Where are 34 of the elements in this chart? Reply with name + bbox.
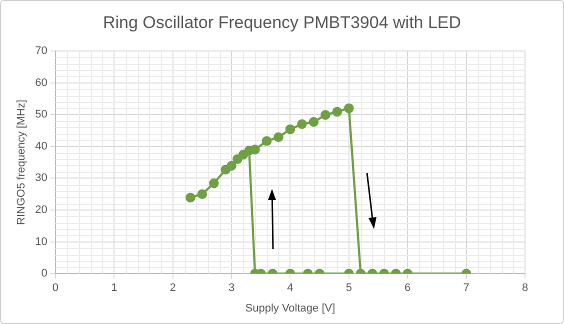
x-tick-label: 1 [111,282,118,294]
x-axis-title: Supply Voltage [V] [245,302,336,314]
point [262,136,272,146]
point [250,144,260,154]
point [226,160,236,171]
y-tick-label: 70 [35,45,48,58]
point [274,132,284,142]
x-tick-label: 8 [522,282,528,294]
point [186,192,196,202]
point [285,124,296,134]
x-tick-label: 7 [463,282,470,294]
y-tick-label: 40 [35,140,48,152]
point [197,189,208,199]
chart-title: Ring Oscillator Frequency PMBT3904 with LED [102,13,462,33]
y-tick-label: 60 [35,76,48,89]
y-axis-title: RINGO5 frequency [MHz] [16,100,28,225]
point [297,119,307,130]
point [344,103,354,114]
x-tick-label: 4 [287,282,294,294]
point [308,117,319,127]
y-tick-label: 0 [41,268,48,280]
x-tick-label: 3 [228,282,235,294]
x-tick-label: 5 [346,282,352,294]
point [320,110,330,120]
x-tick-label: 0 [52,282,58,294]
x-tick-label: 2 [170,282,176,294]
point [209,178,219,188]
point [238,150,248,160]
y-tick-label: 50 [35,108,48,121]
x-tick-label: 6 [404,282,411,294]
point [332,106,342,117]
y-tick-label: 30 [35,172,48,184]
y-tick-label: 20 [35,204,48,216]
y-tick-label: 10 [35,236,48,248]
